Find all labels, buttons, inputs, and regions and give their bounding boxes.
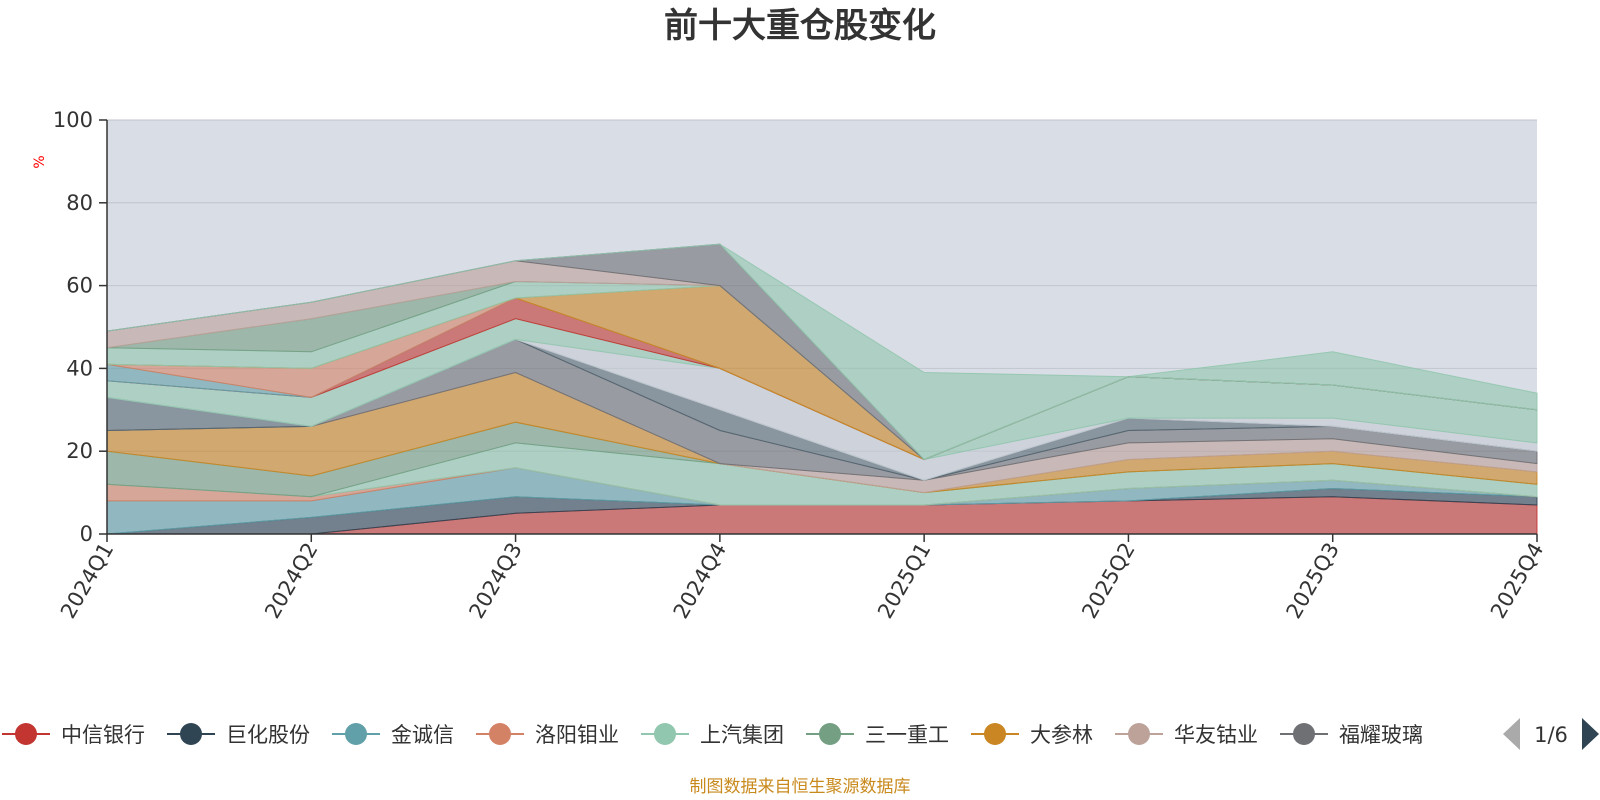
legend-items: 中信银行 巨化股份 金诚信 洛阳钼业 上汽集团 三一重工 大参林 华友钴业 福耀玻璃 xyxy=(2,723,1423,747)
legend-page-indicator: 1/6 xyxy=(1534,723,1568,747)
legend-marker-icon xyxy=(180,723,202,745)
legend-marker-icon xyxy=(984,723,1006,745)
legend-label: 华友钴业 xyxy=(1174,723,1258,747)
legend-label: 中信银行 xyxy=(61,723,145,747)
legend-marker-icon xyxy=(345,723,367,745)
legend[interactable]: 中信银行 巨化股份 金诚信 洛阳钼业 上汽集团 三一重工 大参林 华友钴业 福耀玻璃 xyxy=(2,723,1423,747)
legend-marker-icon xyxy=(1293,723,1315,745)
x-tick-label: 2024Q1 xyxy=(56,539,118,623)
legend-marker-icon xyxy=(489,723,511,745)
y-tick-label: 0 xyxy=(80,522,93,546)
x-tick-label: 2025Q3 xyxy=(1282,539,1344,623)
legend-item[interactable]: 华友钴业 xyxy=(1115,723,1258,747)
legend-item[interactable]: 三一重工 xyxy=(806,723,949,747)
y-tick-label: 60 xyxy=(66,274,93,298)
legend-item[interactable]: 上汽集团 xyxy=(641,723,784,747)
y-tick-label: 100 xyxy=(53,108,93,132)
legend-marker-icon xyxy=(1128,723,1150,745)
legend-label: 金诚信 xyxy=(391,723,454,747)
legend-item[interactable]: 大参林 xyxy=(971,723,1093,747)
y-tick-label: 40 xyxy=(66,356,93,380)
legend-marker-icon xyxy=(15,723,37,745)
legend-label: 大参林 xyxy=(1030,723,1093,747)
y-tick-label: 20 xyxy=(66,439,93,463)
legend-item[interactable]: 洛阳钼业 xyxy=(476,723,619,747)
data-source-note: 制图数据来自恒生聚源数据库 xyxy=(690,777,911,797)
legend-label: 洛阳钼业 xyxy=(535,723,619,747)
legend-label: 福耀玻璃 xyxy=(1339,723,1423,747)
x-tick-label: 2024Q2 xyxy=(260,539,322,623)
legend-item[interactable]: 福耀玻璃 xyxy=(1280,723,1423,747)
chart-title: 前十大重仓股变化 xyxy=(664,6,936,46)
area-series-21[interactable] xyxy=(106,243,1538,461)
x-tick-label: 2024Q3 xyxy=(464,539,526,623)
legend-label: 三一重工 xyxy=(865,723,949,747)
y-axis-unit-label: % xyxy=(32,155,48,168)
area-series-layer xyxy=(106,243,1538,535)
legend-prev-page-icon[interactable] xyxy=(1503,718,1520,750)
legend-marker-icon xyxy=(654,723,676,745)
legend-marker-icon xyxy=(819,723,841,745)
legend-next-page-icon[interactable] xyxy=(1582,718,1599,750)
x-tick-label: 2025Q1 xyxy=(873,539,935,623)
legend-pager: 1/6 xyxy=(1503,718,1599,750)
y-tick-label: 80 xyxy=(66,191,93,215)
x-tick-label: 2025Q4 xyxy=(1486,539,1548,623)
legend-label: 巨化股份 xyxy=(226,723,310,747)
x-tick-label: 2024Q4 xyxy=(669,539,731,623)
legend-item[interactable]: 巨化股份 xyxy=(167,723,310,747)
legend-label: 上汽集团 xyxy=(700,723,784,747)
x-tick-label: 2025Q2 xyxy=(1077,539,1139,623)
legend-item[interactable]: 中信银行 xyxy=(2,723,145,747)
legend-item[interactable]: 金诚信 xyxy=(332,723,454,747)
